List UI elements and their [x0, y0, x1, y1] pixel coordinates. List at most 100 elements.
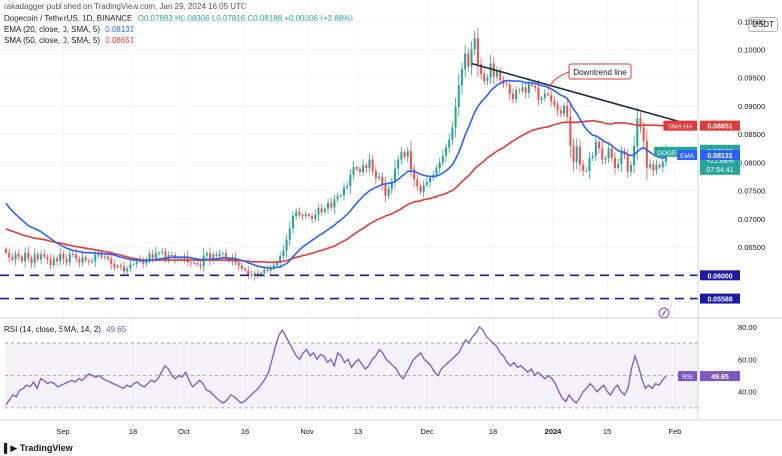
candle-body: [406, 151, 409, 157]
alert-icon[interactable]: [658, 307, 670, 319]
price-tick-label: 0.10500: [738, 17, 765, 26]
candle-body: [266, 269, 269, 271]
ema-legend-value: 0.08131: [105, 25, 135, 34]
candle-body: [253, 273, 256, 276]
candle-body: [569, 116, 572, 146]
candle-body: [652, 164, 655, 171]
candle-body: [645, 140, 648, 168]
candle-body: [511, 93, 514, 100]
price-tag: [700, 120, 740, 131]
candle-body: [483, 73, 486, 82]
candle-body: [333, 199, 336, 208]
candle-body: [540, 98, 543, 100]
time-tick-label: 18: [129, 427, 137, 436]
candle-body: [113, 264, 116, 268]
candle-body: [161, 251, 164, 253]
series-name-label: DOGEUSDT: [657, 150, 694, 157]
candle-body: [594, 142, 597, 156]
rsi-axis[interactable]: 80.00 60.00 40.00 49.65 RSI: [678, 323, 757, 397]
currency-badge[interactable]: USDT: [748, 17, 778, 32]
candle-body: [352, 166, 355, 175]
candle-body: [269, 267, 272, 271]
price-axis[interactable]: 0.10500 0.10000 0.09500 0.09000 0.08500 0.080…: [738, 17, 765, 252]
price-tag-value: 0.05588: [707, 297, 732, 304]
candle-body: [438, 162, 441, 169]
ema-legend-label: EMA (20, close, 0, SMA, 5): [4, 25, 101, 34]
candle-body: [202, 255, 205, 267]
candle-countdown: 07:54:41: [706, 167, 733, 174]
candle-body: [384, 183, 387, 196]
candle-body: [400, 152, 403, 160]
rsi-legend-value: 49.65: [106, 325, 127, 334]
candle-body: [629, 165, 632, 172]
candle-body: [59, 253, 62, 262]
price-tick-label: 0.07500: [738, 187, 765, 196]
candle-body: [288, 228, 291, 240]
candle-body: [55, 258, 59, 262]
candle-body: [362, 165, 365, 173]
tradingview-logo-text: TradingView: [19, 443, 73, 453]
candle-body: [543, 93, 546, 99]
price-tag: [700, 270, 740, 281]
candle-body: [87, 260, 90, 262]
candle-body: [381, 176, 384, 184]
candle-body: [100, 252, 103, 258]
candle-body: [78, 258, 81, 263]
candle-body: [71, 253, 74, 255]
candle-body: [317, 208, 320, 215]
candle-body: [556, 104, 559, 111]
candle-body: [247, 270, 250, 275]
candle-body: [4, 249, 8, 253]
rsi-value-tag: [700, 371, 740, 382]
candle-body: [330, 203, 333, 208]
price-tick-label: 0.07000: [738, 215, 765, 224]
candle-body: [240, 265, 243, 269]
candle-body: [167, 254, 170, 259]
candle-body: [256, 273, 259, 276]
sma-50-line: [5, 119, 670, 264]
time-tick-label: Oct: [178, 427, 191, 436]
candle-body: [218, 253, 221, 257]
candle-body: [234, 257, 237, 263]
candle-body: [585, 170, 588, 172]
candle-body: [301, 214, 304, 217]
tradingview-logo[interactable]: ▌▶ TradingView: [4, 443, 73, 454]
candle-body: [295, 212, 298, 217]
candle-body: [339, 195, 342, 197]
price-tag-value: 0.06000: [707, 273, 732, 280]
last-price-change: +21.88%: [706, 158, 734, 165]
candle-body: [33, 254, 36, 263]
ema-legend: EMA (20, close, 0, SMA, 5) 0.08131: [4, 25, 134, 34]
time-axis[interactable]: Sep 18 Oct 16 Nov 13 Dec 18 2024 15 Feb: [56, 427, 681, 436]
publisher-line: rakadagger published on TradingView.com,…: [4, 2, 247, 11]
candle-body: [154, 252, 157, 259]
price-tick-label: 0.10000: [738, 46, 765, 55]
candle-body: [578, 146, 581, 165]
candle-body: [374, 170, 377, 179]
candle-body: [572, 145, 575, 162]
candle-body: [403, 152, 406, 157]
candle-body: [508, 84, 511, 94]
candle-body: [231, 257, 234, 262]
candle-body: [142, 259, 145, 264]
candle-body: [623, 152, 626, 156]
time-tick-label: 16: [241, 427, 249, 436]
candle-body: [454, 107, 457, 128]
candle-body: [451, 127, 454, 140]
sma-legend: SMA (50, close, 0, SMA, 5) 0.08651: [4, 36, 134, 45]
annotation-arrow: [547, 71, 570, 91]
tradingview-logo-icon: ▌▶: [4, 443, 18, 453]
candle-body: [307, 214, 310, 217]
candle-body: [562, 105, 566, 114]
candle-body: [68, 253, 71, 263]
candle-body: [470, 49, 473, 67]
candle-body: [358, 169, 361, 173]
symbol-title: Dogecoin / TetherUS, 1D, BINANCE: [4, 14, 133, 23]
candle-body: [435, 168, 438, 175]
candle-body: [30, 258, 33, 263]
candle-body: [409, 151, 412, 170]
candle-body: [212, 254, 215, 261]
candle-body: [263, 269, 266, 274]
candle-body: [387, 188, 390, 196]
